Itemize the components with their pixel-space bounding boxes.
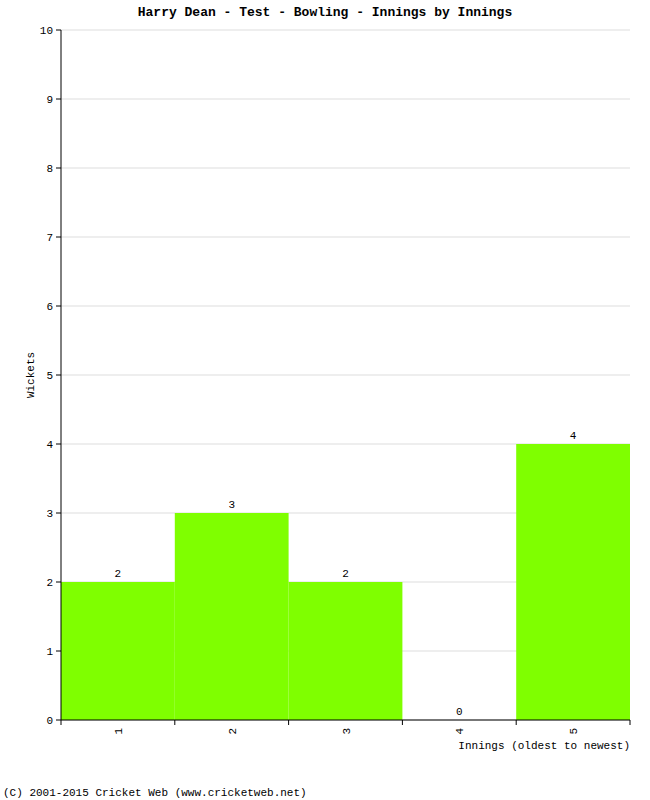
grid-line [61,30,630,31]
grid-line [61,720,630,721]
y-tick-label: 5 [46,370,53,382]
y-tick-label: 1 [46,646,53,658]
x-tick [61,720,62,725]
x-tick [516,720,517,725]
chart-container: Harry Dean - Test - Bowling - Innings by… [0,0,650,800]
y-tick-label: 2 [46,577,53,589]
footer: (C) 2001-2015 Cricket Web (www.cricketwe… [3,787,307,799]
y-axis [61,30,62,720]
y-tick-label: 4 [46,439,53,451]
y-tick [56,168,61,169]
x-tick [174,720,175,725]
bar [61,582,175,720]
y-axis-label: Wickets [25,352,37,398]
y-tick-label: 9 [46,94,53,106]
y-tick [56,651,61,652]
y-tick [56,237,61,238]
grid-line [61,237,630,238]
x-tick-label: 1 [113,728,125,735]
y-tick [56,375,61,376]
grid-line [61,168,630,169]
y-tick [56,30,61,31]
x-tick-label: 3 [341,728,353,735]
bars [61,444,630,720]
chart-title: Harry Dean - Test - Bowling - Innings by… [138,5,513,20]
y-tick [56,444,61,445]
x-tick [630,720,631,725]
x-axis-label: Innings (oldest to newest) [458,740,630,752]
y-tick-label: 8 [46,163,53,175]
chart-svg: Harry Dean - Test - Bowling - Innings by… [0,0,650,800]
x-tick-label: 4 [454,728,466,735]
y-tick [56,99,61,100]
data-label: 4 [570,430,577,442]
y-tick-label: 3 [46,508,53,520]
data-label: 2 [115,568,122,580]
data-label: 3 [228,499,235,511]
x-axis [61,720,630,721]
y-tick [56,306,61,307]
x-tick [288,720,289,725]
background [0,0,650,800]
grid-line [61,306,630,307]
x-tick-label: 2 [227,728,239,735]
x-tick [402,720,403,725]
x-tick-label: 5 [568,728,580,735]
grid-line [61,99,630,100]
y-tick [56,513,61,514]
bar [516,444,630,720]
bar [175,513,289,720]
y-tick-label: 0 [46,715,53,727]
grid-line [61,375,630,376]
y-tick [56,582,61,583]
y-tick-label: 6 [46,301,53,313]
data-label: 2 [342,568,349,580]
y-tick-label: 10 [40,25,53,37]
y-tick [56,720,61,721]
y-tick-label: 7 [46,232,53,244]
bar [289,582,403,720]
data-label: 0 [456,706,463,718]
